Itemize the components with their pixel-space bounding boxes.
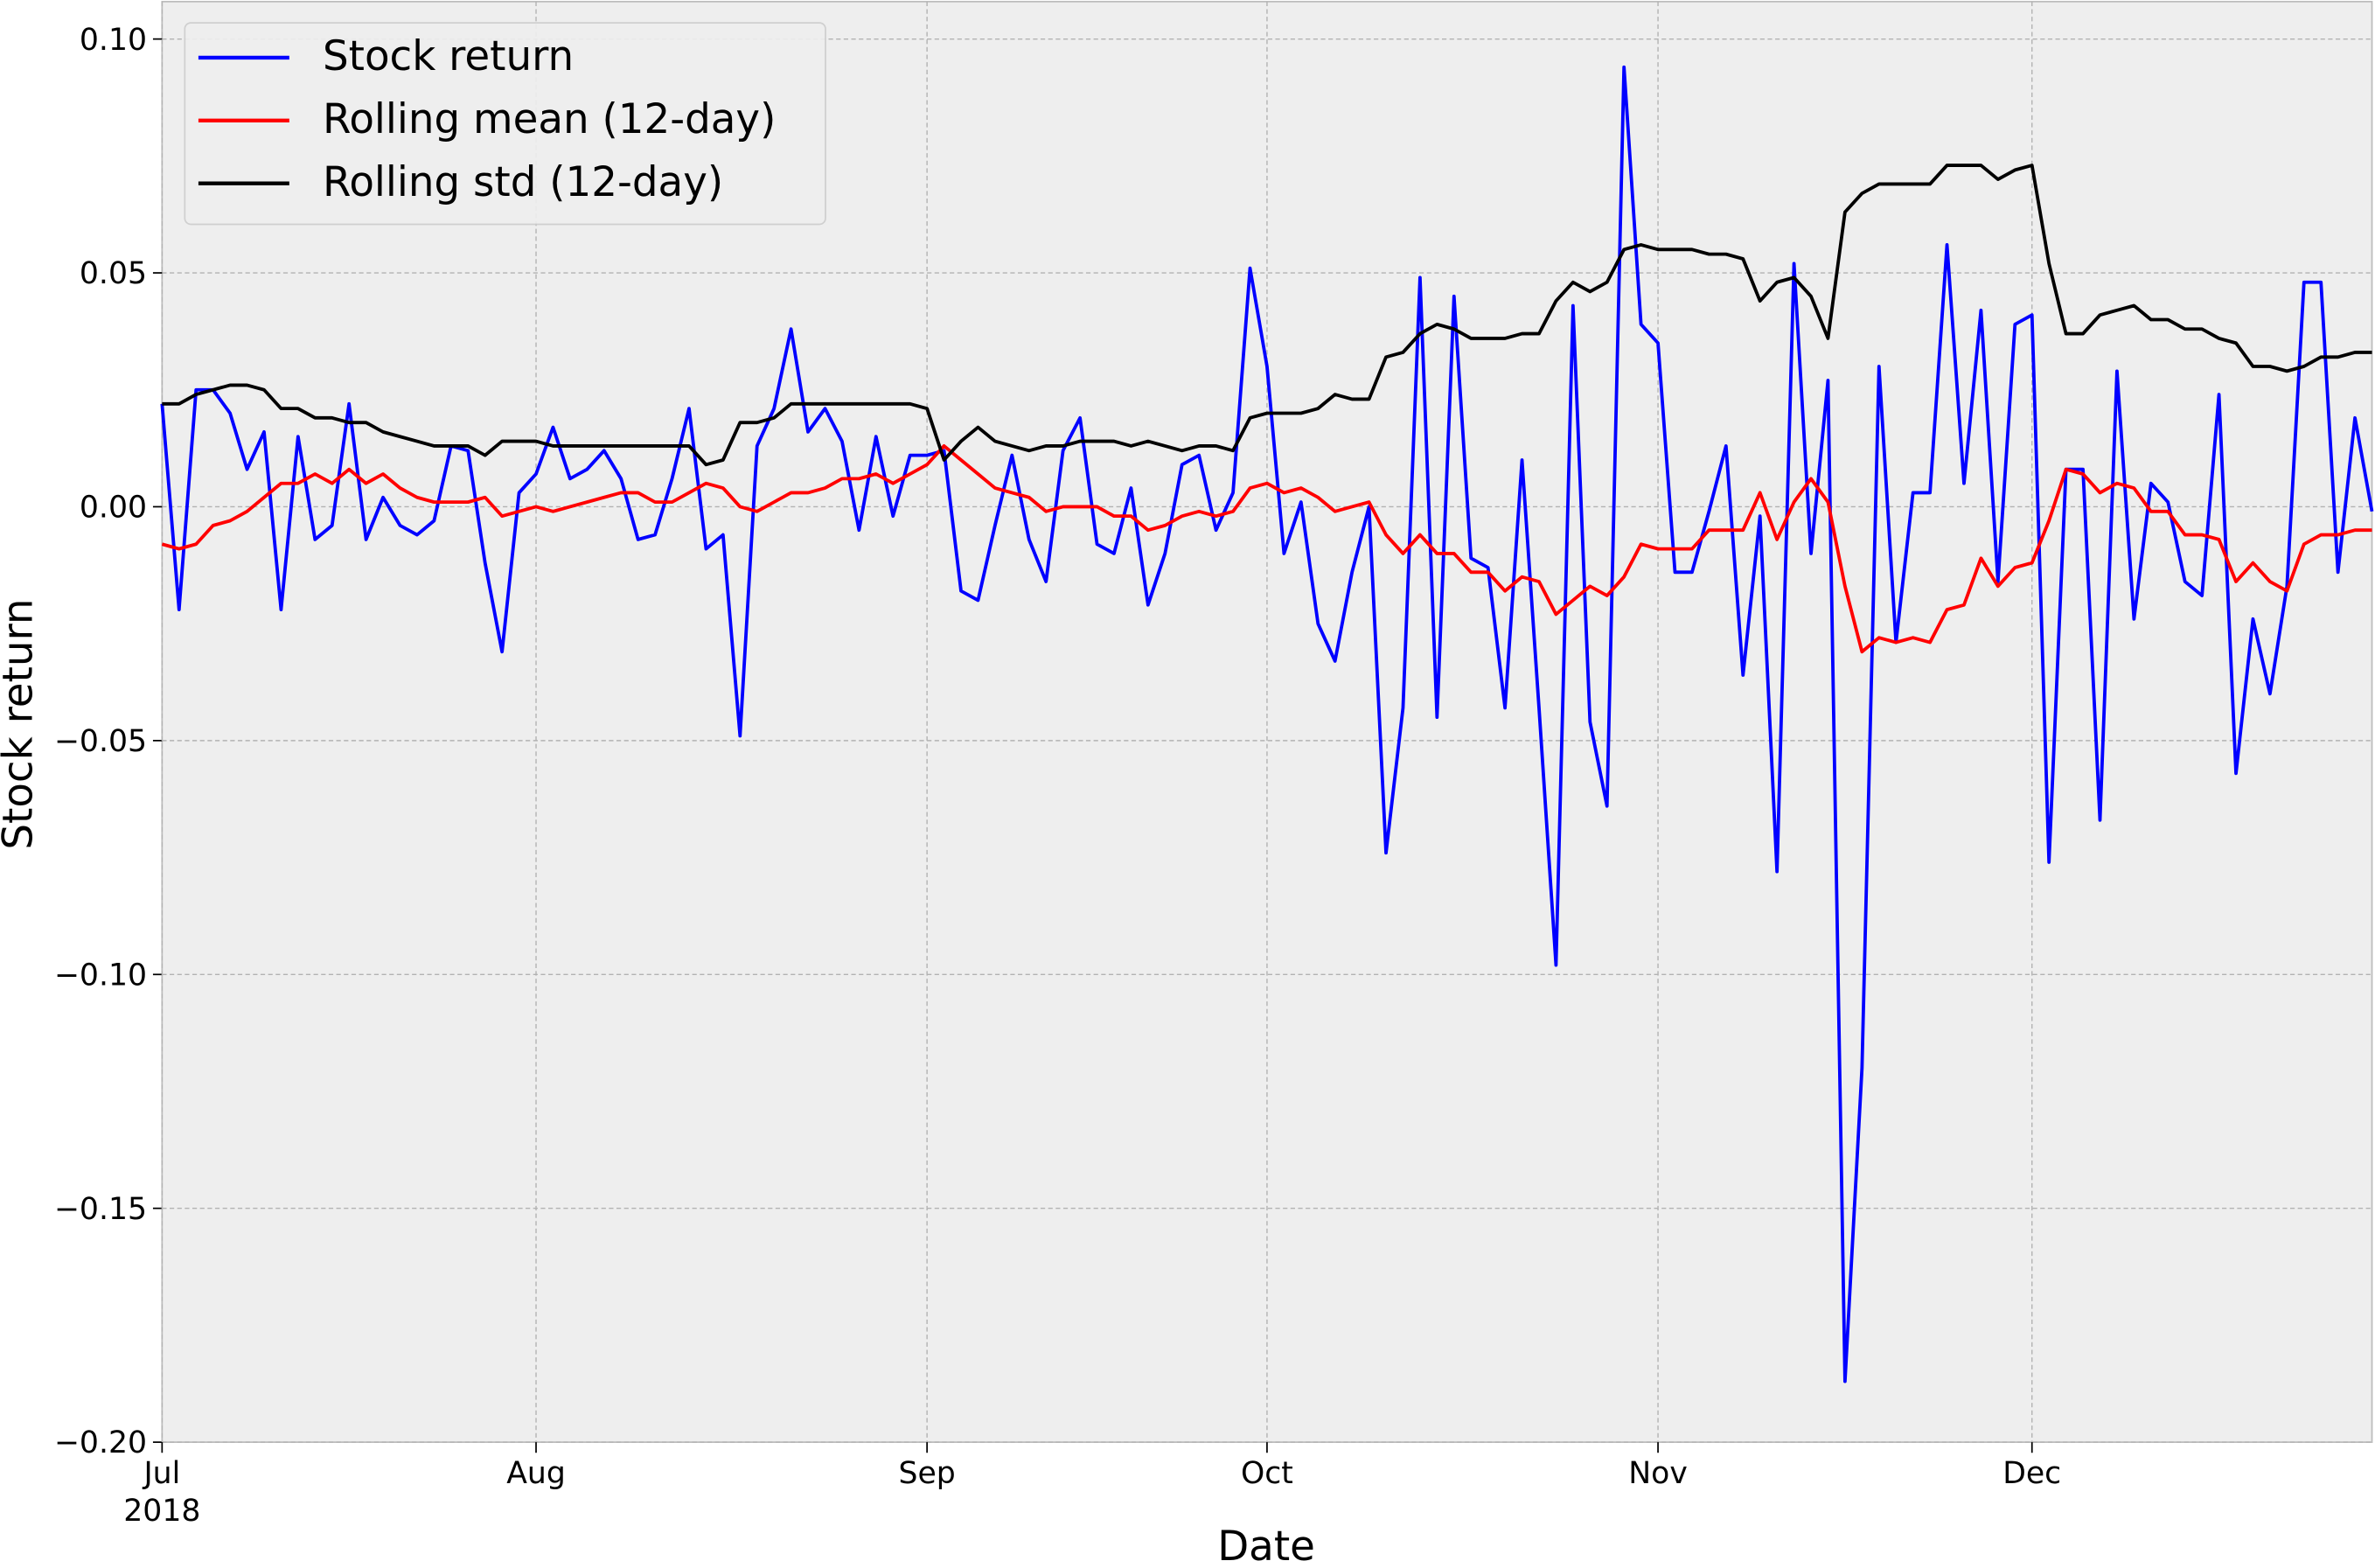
x-tick-label: Nov xyxy=(1628,1456,1688,1491)
y-tick-label: 0.10 xyxy=(80,23,147,58)
series-line xyxy=(160,65,2374,1383)
series-line xyxy=(161,444,2372,654)
x-axis-label: Date xyxy=(1217,1523,1315,1568)
x-tick-label: Dec xyxy=(2002,1456,2061,1491)
x-tick-label: Sep xyxy=(899,1456,956,1491)
y-tick-label: 0.05 xyxy=(80,256,147,291)
legend-label: Rolling std (12-day) xyxy=(323,159,723,206)
x-tick-label: Jul 2018 xyxy=(123,1456,200,1529)
y-tick-label: −0.05 xyxy=(54,724,147,759)
y-tick-label: −0.10 xyxy=(54,958,147,993)
y-tick-label: −0.15 xyxy=(54,1192,147,1227)
y-tick-label: 0.00 xyxy=(80,491,147,526)
legend-label: Rolling mean (12-day) xyxy=(323,96,776,143)
legend-label: Stock return xyxy=(323,33,574,80)
series-line xyxy=(162,164,2372,467)
x-tick-label: Aug xyxy=(506,1456,566,1491)
legend-box xyxy=(184,22,826,226)
x-tick-label: Oct xyxy=(1241,1456,1293,1491)
y-axis-label: Stock return xyxy=(0,598,42,849)
y-tick-label: −0.20 xyxy=(54,1425,147,1460)
